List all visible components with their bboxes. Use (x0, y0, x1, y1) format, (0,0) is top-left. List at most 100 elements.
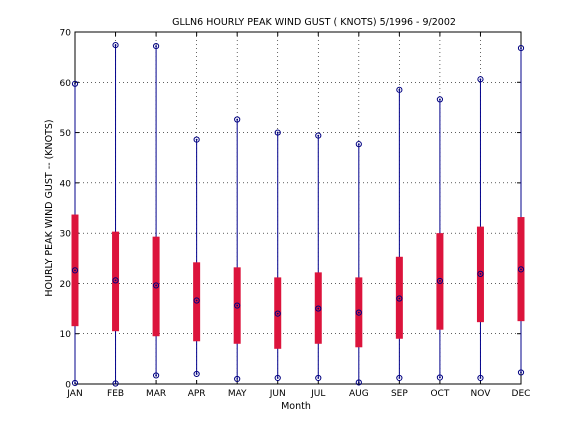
max-marker (71, 80, 79, 87)
median-marker-dot (276, 312, 279, 315)
min-marker (193, 370, 200, 378)
x-tick-label: JUN (269, 389, 286, 399)
median-marker (315, 305, 322, 312)
median-marker (436, 277, 444, 285)
x-tick-label: JUL (310, 389, 325, 399)
median-marker (234, 302, 241, 309)
min-marker (315, 374, 322, 382)
min-marker (436, 374, 444, 381)
median-marker-dot (195, 299, 198, 302)
median-marker (477, 270, 484, 277)
x-tick-label: NOV (471, 389, 492, 399)
min-marker-dot (195, 373, 198, 375)
median-marker (274, 310, 281, 317)
y-tick-label: 10 (60, 330, 72, 340)
median-marker-dot (155, 284, 157, 287)
median-marker (71, 267, 79, 274)
y-axis-label: HOURLY PEAK WIND GUST -- (KNOTS) (44, 119, 55, 296)
max-marker-dot (357, 143, 360, 146)
min-marker-dot (317, 377, 320, 379)
iqr-box (193, 262, 201, 342)
median-marker-dot (74, 269, 76, 272)
max-marker (477, 76, 484, 83)
median-marker (517, 266, 525, 273)
max-marker (355, 141, 362, 148)
min-marker-dot (479, 377, 482, 379)
y-tick-label: 50 (60, 129, 72, 139)
max-marker-dot (398, 88, 401, 91)
median-marker-dot (236, 304, 239, 307)
y-tick-label: 70 (60, 29, 72, 39)
min-marker (517, 369, 525, 376)
x-tick-label: MAR (146, 389, 166, 399)
median-marker (193, 297, 200, 304)
max-marker-dot (520, 47, 522, 49)
min-marker-dot (74, 382, 76, 384)
min-marker (355, 379, 362, 386)
max-marker (193, 136, 200, 143)
min-marker-dot (155, 374, 157, 377)
min-marker-dot (520, 371, 522, 374)
max-marker-dot (439, 98, 441, 101)
min-marker (274, 374, 281, 382)
max-marker (112, 41, 119, 49)
min-marker-dot (276, 377, 279, 379)
x-tick-label: JAN (66, 389, 82, 399)
median-marker-dot (317, 307, 320, 310)
max-marker-dot (276, 131, 279, 134)
median-marker-dot (114, 279, 117, 282)
x-tick-label: AUG (349, 389, 369, 399)
x-tick-label: OCT (430, 389, 449, 399)
median-marker (112, 277, 119, 284)
x-tick-label: FEB (107, 389, 124, 399)
max-marker-dot (114, 44, 117, 46)
iqr-box (152, 236, 160, 337)
median-marker-dot (520, 268, 522, 271)
x-tick-label: DEC (512, 389, 531, 399)
y-tick-label: 60 (60, 79, 72, 89)
min-marker-dot (357, 381, 360, 384)
chart-title: GLLN6 HOURLY PEAK WIND GUST ( KNOTS) 5/1… (172, 17, 456, 28)
max-marker (436, 96, 444, 103)
min-marker (396, 374, 403, 382)
min-marker (234, 375, 241, 383)
max-marker (234, 116, 241, 123)
x-tick-label: SEP (391, 389, 408, 399)
min-marker (152, 372, 160, 379)
min-marker-dot (114, 382, 117, 385)
max-marker (315, 132, 322, 139)
min-marker (477, 374, 484, 382)
x-axis-label: Month (281, 401, 311, 412)
max-marker-dot (479, 78, 482, 81)
y-tick-label: 20 (60, 280, 72, 290)
median-marker-dot (398, 297, 401, 300)
y-tick-label: 40 (60, 179, 72, 189)
min-marker (71, 379, 79, 387)
plot-area: 0 10 20 30 40 50 60 70 JAN FEB MAR APR MAY JUN JUL AUG S… (60, 29, 531, 400)
x-tick-label: APR (188, 389, 206, 399)
median-marker-dot (357, 311, 360, 314)
max-marker (274, 129, 281, 136)
median-marker-dot (479, 272, 482, 275)
max-marker-dot (74, 82, 76, 85)
y-tick-label: 30 (60, 230, 72, 240)
iqr-box (112, 231, 120, 332)
max-marker (152, 42, 160, 50)
y-tick-label: 0 (65, 381, 71, 391)
min-marker (112, 380, 119, 387)
max-marker-dot (155, 45, 157, 47)
max-marker (517, 44, 525, 52)
plot-frame (74, 31, 522, 385)
x-tick-label: MAY (228, 389, 247, 399)
median-marker (152, 282, 160, 289)
min-marker-dot (398, 377, 401, 379)
max-marker-dot (195, 138, 198, 141)
min-marker-dot (439, 376, 441, 379)
median-marker (355, 309, 362, 316)
max-marker (396, 86, 403, 93)
min-marker-dot (236, 378, 239, 380)
max-marker-dot (236, 118, 239, 121)
max-marker-dot (317, 134, 320, 137)
median-marker-dot (439, 280, 441, 282)
